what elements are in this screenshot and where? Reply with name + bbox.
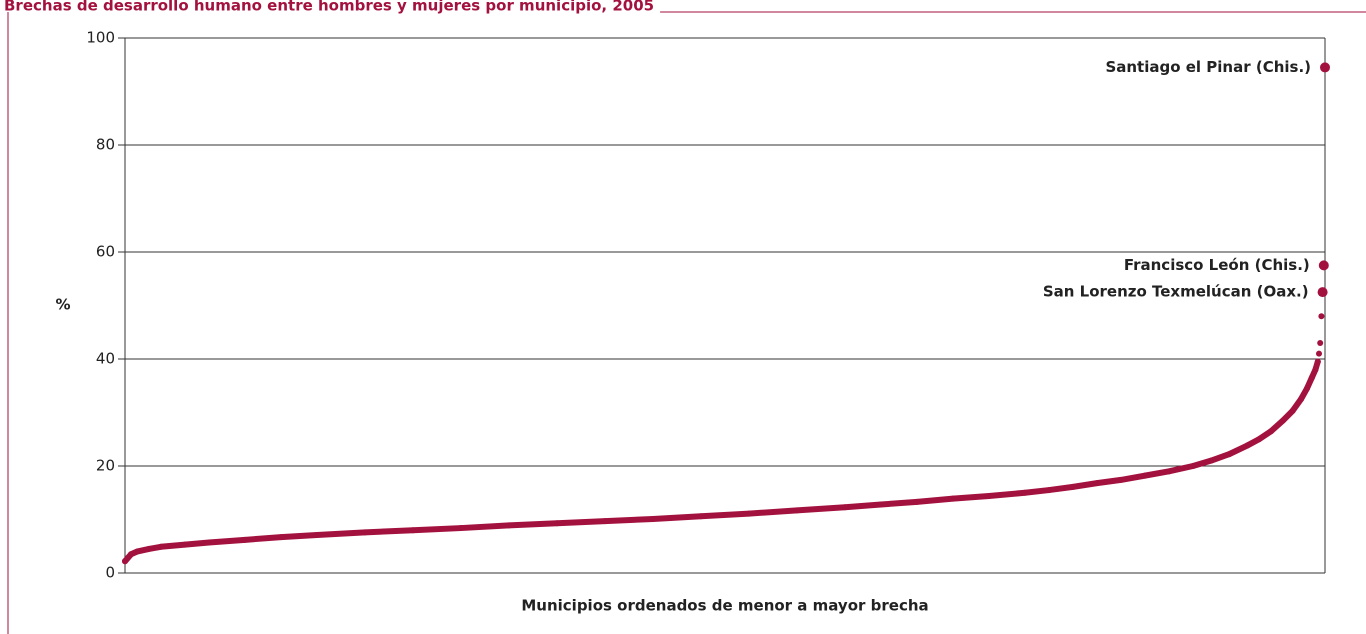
point xyxy=(128,551,134,558)
point xyxy=(1314,358,1321,365)
point xyxy=(602,518,608,525)
y-axis-label: % xyxy=(55,296,70,314)
point xyxy=(1256,436,1262,443)
point xyxy=(182,541,188,548)
point xyxy=(1166,468,1172,475)
point xyxy=(362,529,368,536)
point xyxy=(158,543,164,550)
y-tick-label: 80 xyxy=(96,136,115,154)
point xyxy=(278,534,284,541)
y-tick-label: 60 xyxy=(96,243,115,261)
point xyxy=(698,513,704,520)
point xyxy=(314,532,320,539)
point xyxy=(1094,480,1100,487)
point xyxy=(1304,385,1310,392)
point xyxy=(794,507,800,514)
x-axis-label: Municipios ordenados de menor a mayor br… xyxy=(521,597,928,615)
point xyxy=(746,510,752,517)
point xyxy=(1244,442,1250,449)
point xyxy=(1318,313,1325,320)
point xyxy=(1312,366,1319,373)
point xyxy=(1318,260,1329,271)
point xyxy=(242,536,248,543)
y-tick-label: 100 xyxy=(86,29,115,47)
point xyxy=(1118,476,1124,483)
point xyxy=(1317,287,1328,298)
point xyxy=(650,515,656,522)
point xyxy=(410,527,416,534)
y-tick-label: 40 xyxy=(96,350,115,368)
point xyxy=(1289,407,1296,414)
point xyxy=(506,522,512,529)
point xyxy=(554,520,560,527)
point xyxy=(1320,62,1330,73)
point xyxy=(1070,483,1076,490)
y-tick-label: 20 xyxy=(96,457,115,475)
chart-title: Brechas de desarrollo humano entre hombr… xyxy=(4,0,654,15)
point xyxy=(950,495,956,502)
point xyxy=(1226,451,1232,458)
point xyxy=(842,504,848,511)
point xyxy=(1298,396,1304,403)
annotation: Santiago el Pinar (Chis.) xyxy=(1105,58,1311,76)
point xyxy=(1280,417,1286,424)
point xyxy=(1022,489,1028,496)
point xyxy=(1208,457,1214,464)
point xyxy=(1142,472,1148,479)
point xyxy=(1316,350,1322,357)
annotation: San Lorenzo Texmelúcan (Oax.) xyxy=(1043,283,1309,301)
point xyxy=(134,548,140,555)
point xyxy=(1190,463,1196,469)
point xyxy=(1046,487,1052,494)
point xyxy=(146,545,152,552)
point xyxy=(458,525,464,532)
annotation: Francisco León (Chis.) xyxy=(1124,256,1310,274)
point xyxy=(1268,428,1274,435)
point xyxy=(914,498,920,505)
point xyxy=(878,501,884,508)
point xyxy=(1308,374,1315,381)
point xyxy=(986,492,992,499)
point xyxy=(1317,339,1324,346)
y-tick-label: 0 xyxy=(105,564,115,582)
point xyxy=(206,539,212,546)
dot-trace xyxy=(122,358,1321,565)
point xyxy=(122,558,128,565)
